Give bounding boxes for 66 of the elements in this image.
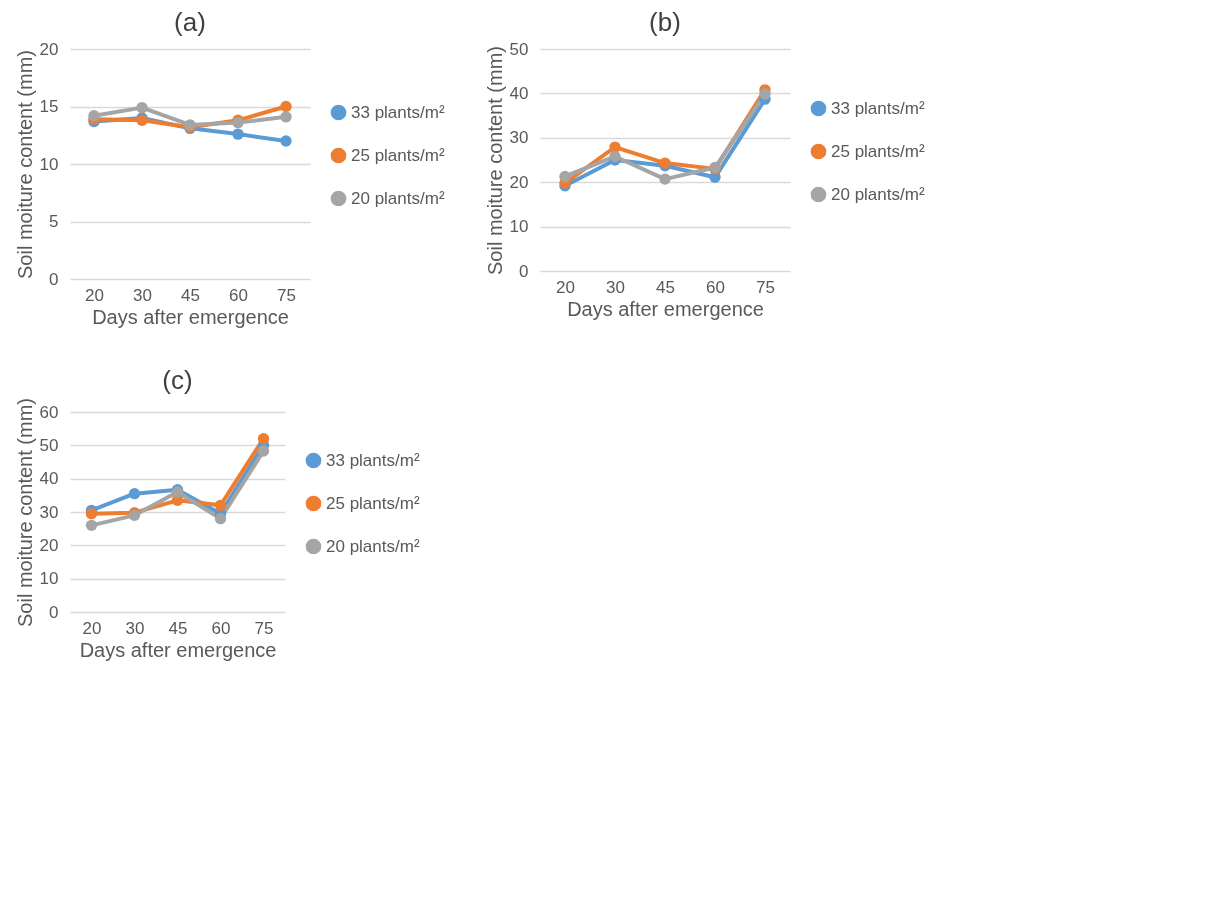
x-axis-title: Days after emergence — [92, 305, 289, 328]
x-tick-label: 75 — [277, 285, 296, 305]
y-tick-label: 20 — [509, 172, 529, 192]
point — [85, 519, 98, 532]
x-tick-label: 20 — [556, 277, 575, 297]
point — [214, 512, 227, 525]
legend-label: 20 plants/m² — [326, 536, 420, 556]
y-tick-label: 15 — [39, 97, 59, 116]
x-axis-title: Days after emergence — [79, 638, 277, 661]
y-tick-label: 0 — [519, 261, 529, 281]
y-tick-label: 50 — [509, 39, 529, 59]
y-tick-label: 10 — [39, 154, 59, 174]
x-tick-label: 45 — [181, 285, 200, 305]
x-tick-label: 75 — [756, 277, 775, 297]
x-axis-title: Days after emergence — [567, 297, 764, 320]
y-tick-label: 40 — [39, 469, 59, 489]
legend-label: 33 plants/m² — [831, 98, 925, 118]
legend-label: 25 plants/m² — [326, 493, 420, 513]
point — [759, 88, 771, 100]
x-tick-label: 30 — [606, 277, 625, 297]
y-tick-label: 10 — [509, 217, 529, 237]
x-tick-label: 60 — [211, 618, 231, 638]
y-axis-title: Soil moiture content (mm) — [13, 50, 36, 279]
legend-label: 25 plants/m² — [351, 145, 445, 165]
legend-label: 20 plants/m² — [351, 188, 445, 208]
y-tick-label: 30 — [509, 128, 529, 148]
y-tick-label: 20 — [39, 535, 59, 555]
point — [280, 135, 292, 147]
y-tick-label: 30 — [39, 502, 59, 522]
y-tick-label: 40 — [509, 83, 529, 103]
point — [232, 128, 244, 140]
legend-label: 33 plants/m² — [351, 102, 445, 122]
x-tick-label: 45 — [656, 277, 675, 297]
x-tick-label: 20 — [82, 618, 102, 638]
point — [659, 173, 671, 185]
legend-label: 20 plants/m² — [831, 184, 925, 204]
legend-label: 25 plants/m² — [831, 141, 925, 161]
point — [257, 445, 270, 457]
x-tick-label: 30 — [133, 285, 152, 305]
point — [609, 150, 621, 163]
y-tick-label: 0 — [49, 269, 59, 289]
x-tick-label: 60 — [706, 277, 725, 297]
point — [214, 499, 227, 512]
y-tick-label: 20 — [39, 39, 59, 59]
point — [257, 432, 270, 445]
chart-title: (b) — [649, 7, 681, 37]
x-tick-label: 45 — [168, 618, 188, 638]
point — [280, 111, 292, 123]
y-tick-label: 5 — [49, 212, 59, 231]
x-tick-label: 20 — [85, 285, 104, 305]
point — [128, 487, 141, 500]
y-tick-label: 0 — [49, 602, 59, 622]
point — [280, 100, 292, 113]
x-tick-label: 30 — [125, 618, 145, 638]
y-axis-title: Soil moiture content (mm) — [483, 46, 506, 275]
point — [559, 170, 571, 183]
y-tick-label: 50 — [39, 435, 59, 455]
y-axis-title: Soil moiture content (mm) — [13, 398, 36, 627]
y-tick-label: 10 — [39, 569, 59, 589]
legend-label: 33 plants/m² — [326, 450, 420, 470]
x-tick-label: 75 — [254, 618, 274, 638]
chart-title: (a) — [174, 7, 206, 37]
y-tick-label: 60 — [39, 402, 59, 422]
point — [136, 101, 148, 114]
x-tick-label: 60 — [229, 285, 248, 305]
chart-title: (c) — [162, 364, 193, 395]
